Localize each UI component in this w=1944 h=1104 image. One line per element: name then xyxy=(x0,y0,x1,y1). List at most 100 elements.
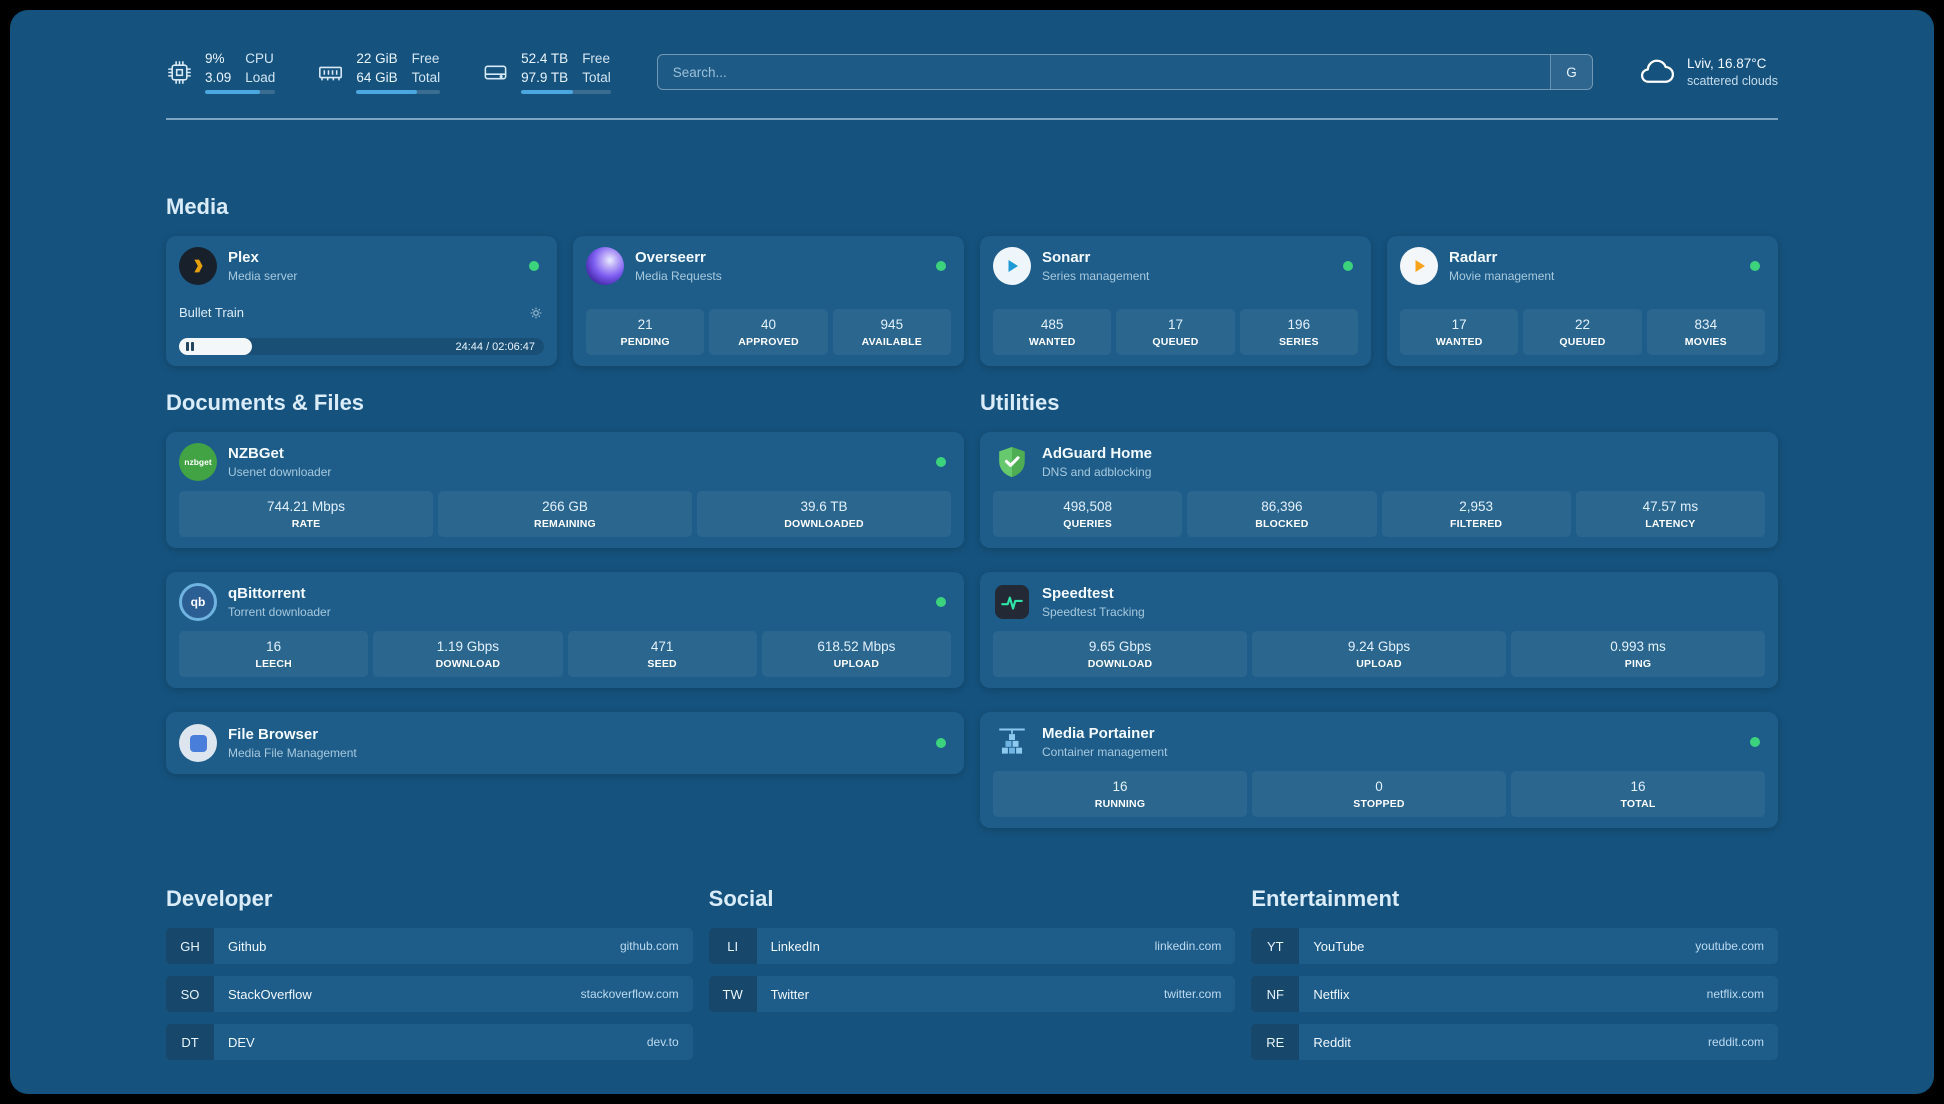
app-subtitle: Media server xyxy=(228,269,298,283)
speedtest-icon xyxy=(993,583,1031,621)
stat-upload: 9.24 Gbps UPLOAD xyxy=(1252,631,1506,677)
weather-widget: Lviv, 16.87°C scattered clouds xyxy=(1639,54,1778,90)
overseerr-icon xyxy=(586,247,624,285)
stat-download: 9.65 Gbps DOWNLOAD xyxy=(993,631,1247,677)
stat-ping: 0.993 ms PING xyxy=(1511,631,1765,677)
app-name: Media Portainer xyxy=(1042,725,1155,742)
app-card-adguard[interactable]: AdGuard Home DNS and adblocking 498,508 … xyxy=(980,432,1778,548)
app-subtitle: Media File Management xyxy=(228,746,357,760)
status-dot xyxy=(529,261,539,271)
header-divider xyxy=(166,118,1778,120)
filebrowser-icon xyxy=(179,724,217,762)
bookmark-name: DEV xyxy=(228,1034,255,1050)
playback-progress-bar[interactable]: 24:44 / 02:06:47 xyxy=(179,338,544,355)
playback-progress-fill xyxy=(179,338,252,355)
app-card-radarr[interactable]: Radarr Movie management 17 WANTED 22 QUE… xyxy=(1387,236,1778,366)
storage-widget: 52.4 TB 97.9 TB Free Total xyxy=(482,51,611,94)
bookmark-name: Github xyxy=(228,938,267,954)
adguard-icon xyxy=(993,443,1031,481)
section-media: Media Plex Media server Bullet Train xyxy=(166,194,1778,366)
storage-label-1: Free xyxy=(582,50,610,66)
bookmark-abbr: TW xyxy=(708,976,757,1012)
status-dot xyxy=(936,738,946,748)
settings-gear-icon[interactable] xyxy=(528,305,544,321)
storage-total: 97.9 TB xyxy=(521,69,569,85)
app-subtitle: Torrent downloader xyxy=(228,605,331,619)
bookmark-dev[interactable]: DT DEV dev.to xyxy=(166,1024,693,1060)
nzbget-icon: nzbget xyxy=(179,443,217,481)
stat-series: 196 SERIES xyxy=(1239,309,1358,355)
bookmark-stackoverflow[interactable]: SO StackOverflow stackoverflow.com xyxy=(166,976,693,1012)
status-dot xyxy=(1750,737,1760,747)
disk-icon xyxy=(482,59,509,86)
section-developer: Developer GH Github github.com SO StackO… xyxy=(166,886,693,1060)
app-card-plex[interactable]: Plex Media server Bullet Train xyxy=(166,236,557,366)
bookmark-twitter[interactable]: TW Twitter twitter.com xyxy=(708,976,1236,1012)
memory-total: 64 GiB xyxy=(356,69,398,85)
stat-queued: 17 QUEUED xyxy=(1116,309,1235,355)
cpu-percent: 9% xyxy=(205,50,225,66)
stat-filtered: 2,953 FILTERED xyxy=(1381,491,1571,537)
app-card-sonarr[interactable]: Sonarr Series management 485 WANTED 17 Q… xyxy=(980,236,1371,366)
qbittorrent-icon: qb xyxy=(179,583,217,621)
cpu-icon xyxy=(166,59,193,86)
cpu-label-1: CPU xyxy=(245,50,274,66)
bookmark-abbr: GH xyxy=(166,928,214,964)
app-name: qBittorrent xyxy=(228,585,306,602)
bookmark-name: LinkedIn xyxy=(770,938,820,954)
stat-wanted: 485 WANTED xyxy=(993,309,1112,355)
weather-condition: scattered clouds xyxy=(1686,74,1778,88)
status-dot xyxy=(936,457,946,467)
memory-free: 22 GiB xyxy=(356,50,398,66)
bookmark-url: stackoverflow.com xyxy=(580,987,679,1001)
app-name: NZBGet xyxy=(228,445,284,462)
bookmark-url: reddit.com xyxy=(1707,1035,1764,1049)
app-name: Speedtest xyxy=(1042,585,1114,602)
stat-approved: 40 APPROVED xyxy=(709,309,828,355)
cpu-widget: 9% 3.09 CPU Load xyxy=(166,50,276,94)
stat-stopped: 0 STOPPED xyxy=(1252,771,1506,817)
app-card-speedtest[interactable]: Speedtest Speedtest Tracking 9.65 Gbps D… xyxy=(980,572,1778,688)
status-dot xyxy=(936,597,946,607)
stat-running: 16 RUNNING xyxy=(993,771,1247,817)
stat-upload: 618.52 Mbps UPLOAD xyxy=(761,631,951,677)
app-card-portainer[interactable]: Media Portainer Container management 16 … xyxy=(980,712,1778,828)
stat-available: 945 AVAILABLE xyxy=(832,309,951,355)
search-input[interactable] xyxy=(656,54,1593,90)
cpu-load-value: 3.09 xyxy=(205,69,232,85)
bookmark-youtube[interactable]: YT YouTube youtube.com xyxy=(1251,928,1778,964)
bookmark-url: youtube.com xyxy=(1695,939,1764,953)
stat-wanted: 17 WANTED xyxy=(1400,309,1519,355)
pause-icon xyxy=(186,342,189,351)
bookmark-netflix[interactable]: NF Netflix netflix.com xyxy=(1251,976,1778,1012)
app-subtitle: DNS and adblocking xyxy=(1042,465,1152,479)
app-subtitle: Speedtest Tracking xyxy=(1042,605,1145,619)
dashboard: 9% 3.09 CPU Load xyxy=(10,10,1934,1094)
bookmark-abbr: SO xyxy=(166,976,214,1012)
bookmark-url: github.com xyxy=(619,939,679,953)
bookmark-name: Twitter xyxy=(770,986,809,1002)
portainer-icon xyxy=(993,723,1031,761)
app-card-qbittorrent[interactable]: qb qBittorrent Torrent downloader 16 LEE… xyxy=(166,572,964,688)
utilities-section-title: Utilities xyxy=(980,390,1060,415)
stat-queries: 498,508 QUERIES xyxy=(993,491,1183,537)
app-card-overseerr[interactable]: Overseerr Media Requests 21 PENDING 40 A… xyxy=(573,236,964,366)
stat-seed: 471 SEED xyxy=(567,631,757,677)
memory-progress-bar xyxy=(356,89,441,94)
app-name: File Browser xyxy=(228,726,319,743)
app-card-filebrowser[interactable]: File Browser Media File Management xyxy=(166,712,964,774)
sonarr-icon xyxy=(993,247,1031,285)
bookmark-reddit[interactable]: RE Reddit reddit.com xyxy=(1251,1024,1778,1060)
section-documents: Documents & Files nzbget NZBGet Usenet d… xyxy=(166,390,964,828)
storage-free: 52.4 TB xyxy=(521,50,569,66)
stat-latency: 47.57 ms LATENCY xyxy=(1575,491,1765,537)
bookmark-linkedin[interactable]: LI LinkedIn linkedin.com xyxy=(708,928,1236,964)
app-subtitle: Movie management xyxy=(1449,269,1555,283)
app-card-nzbget[interactable]: nzbget NZBGet Usenet downloader 744.21 M… xyxy=(166,432,964,548)
bookmark-name: Netflix xyxy=(1313,986,1350,1002)
playback-time: 24:44 / 02:06:47 xyxy=(455,340,535,353)
bookmark-name: Reddit xyxy=(1313,1034,1351,1050)
search-engine-button[interactable]: G xyxy=(1549,55,1592,89)
app-name: Radarr xyxy=(1449,249,1498,266)
bookmark-github[interactable]: GH Github github.com xyxy=(166,928,693,964)
